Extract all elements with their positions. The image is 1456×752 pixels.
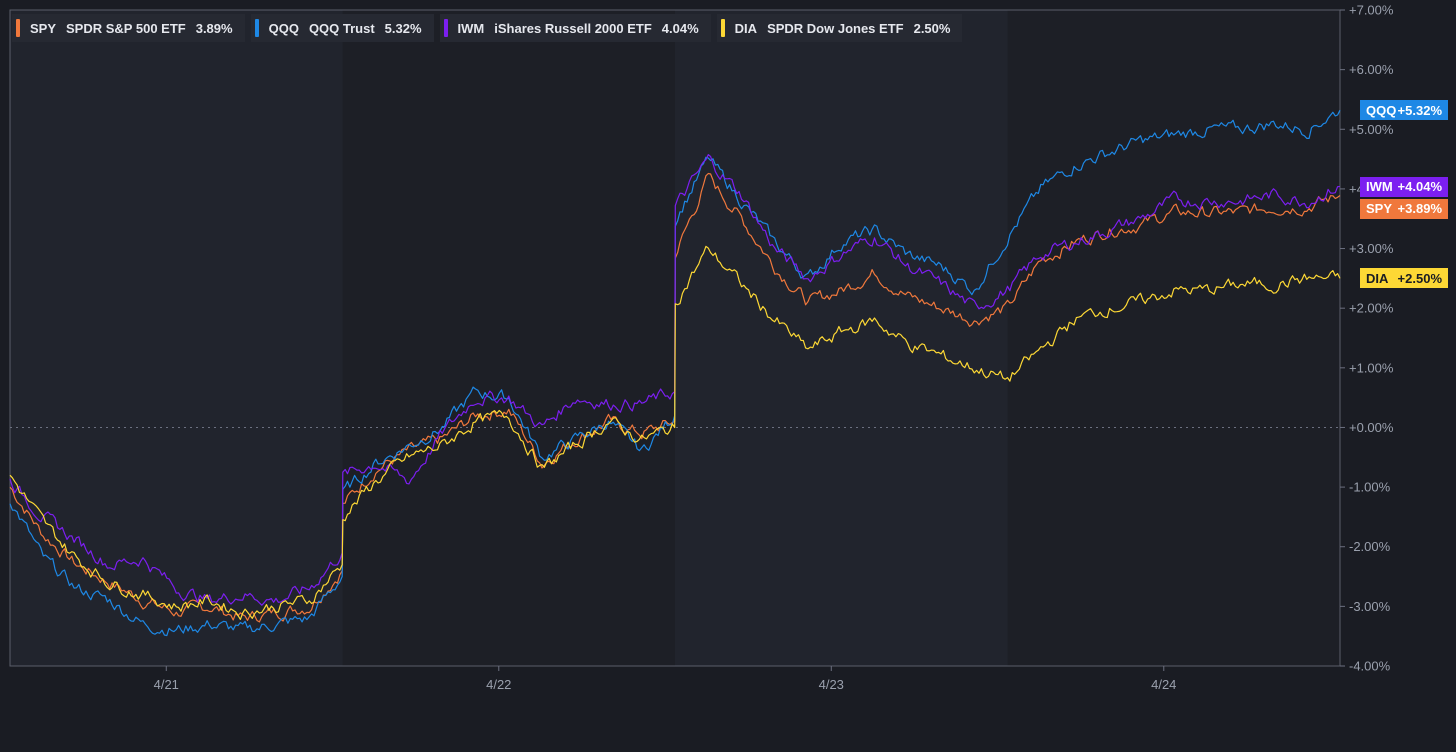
legend-name: QQQ Trust — [308, 20, 375, 36]
legend-ticker: DIA — [734, 20, 758, 36]
session-band — [10, 10, 343, 666]
x-tick-label: 4/21 — [154, 677, 179, 692]
end-tag-ticker: IWM — [1366, 179, 1393, 195]
y-tick-label: +3.00% — [1349, 241, 1394, 256]
legend-swatch — [16, 19, 20, 37]
legend-item-qqq[interactable]: QQQ QQQ Trust 5.32% — [250, 14, 434, 42]
session-band — [1007, 10, 1340, 666]
series-lines — [9, 109, 1341, 637]
end-tag-change: +2.50% — [1397, 270, 1442, 286]
legend-item-spy[interactable]: SPY SPDR S&P 500 ETF 3.89% — [12, 14, 245, 42]
y-tick-label: -3.00% — [1349, 599, 1391, 614]
y-tick-label: +6.00% — [1349, 62, 1394, 77]
legend-change: 2.50% — [913, 20, 951, 36]
end-tag-spy: SPY +3.89% — [1360, 198, 1448, 219]
end-tag-change: +4.04% — [1397, 179, 1442, 195]
plot-frame — [9, 9, 1341, 667]
y-tick-label: +0.00% — [1349, 420, 1394, 435]
legend-swatch — [254, 19, 259, 37]
session-band — [342, 10, 675, 666]
end-tag-change: +5.32% — [1397, 102, 1442, 118]
y-axis: +7.00%+6.00%+5.00%+4.00%+3.00%+2.00%+1.0… — [1340, 3, 1394, 674]
legend-name: iShares Russell 2000 ETF — [494, 20, 652, 36]
end-tag-ticker: DIA — [1366, 270, 1389, 286]
session-band — [675, 10, 1008, 666]
legend-name: SPDR S&P 500 ETF — [66, 20, 186, 36]
y-tick-label: -1.00% — [1349, 480, 1391, 495]
x-tick-label: 4/24 — [1151, 677, 1176, 692]
legend-ticker: QQQ — [268, 20, 299, 36]
y-tick-label: +5.00% — [1349, 122, 1394, 137]
end-tag-change: +3.89% — [1397, 201, 1442, 217]
y-tick-label: +1.00% — [1349, 360, 1394, 375]
session-shading — [10, 10, 1340, 666]
legend: SPY SPDR S&P 500 ETF 3.89% QQQ QQQ Trust… — [12, 14, 963, 42]
legend-swatch — [443, 19, 448, 37]
end-tag-qqq: QQQ +5.32% — [1360, 100, 1448, 121]
x-axis: 4/21 4/22 4/23 4/24 — [154, 666, 1176, 692]
legend-swatch — [720, 19, 725, 37]
y-tick-label: -4.00% — [1349, 659, 1391, 674]
legend-ticker: IWM — [457, 20, 485, 36]
legend-change: 3.89% — [195, 20, 233, 36]
legend-item-iwm[interactable]: IWM iShares Russell 2000 ETF 4.04% — [439, 14, 711, 42]
y-tick-label: -2.00% — [1349, 539, 1391, 554]
x-tick-label: 4/23 — [819, 677, 844, 692]
legend-change: 5.32% — [384, 20, 422, 36]
legend-item-dia[interactable]: DIA SPDR Dow Jones ETF 2.50% — [716, 14, 963, 42]
y-tick-label: +2.00% — [1349, 301, 1394, 316]
legend-name: SPDR Dow Jones ETF — [767, 20, 904, 36]
end-tag-ticker: QQQ — [1366, 102, 1397, 118]
x-tick-label: 4/22 — [486, 677, 511, 692]
y-tick-label: +7.00% — [1349, 3, 1394, 18]
legend-ticker: SPY — [30, 20, 57, 36]
series-line-dia — [9, 245, 1341, 620]
legend-change: 4.04% — [661, 20, 699, 36]
end-tag-dia: DIA +2.50% — [1360, 268, 1448, 289]
end-tag-ticker: SPY — [1366, 201, 1393, 217]
end-tag-iwm: IWM +4.04% — [1360, 176, 1448, 197]
